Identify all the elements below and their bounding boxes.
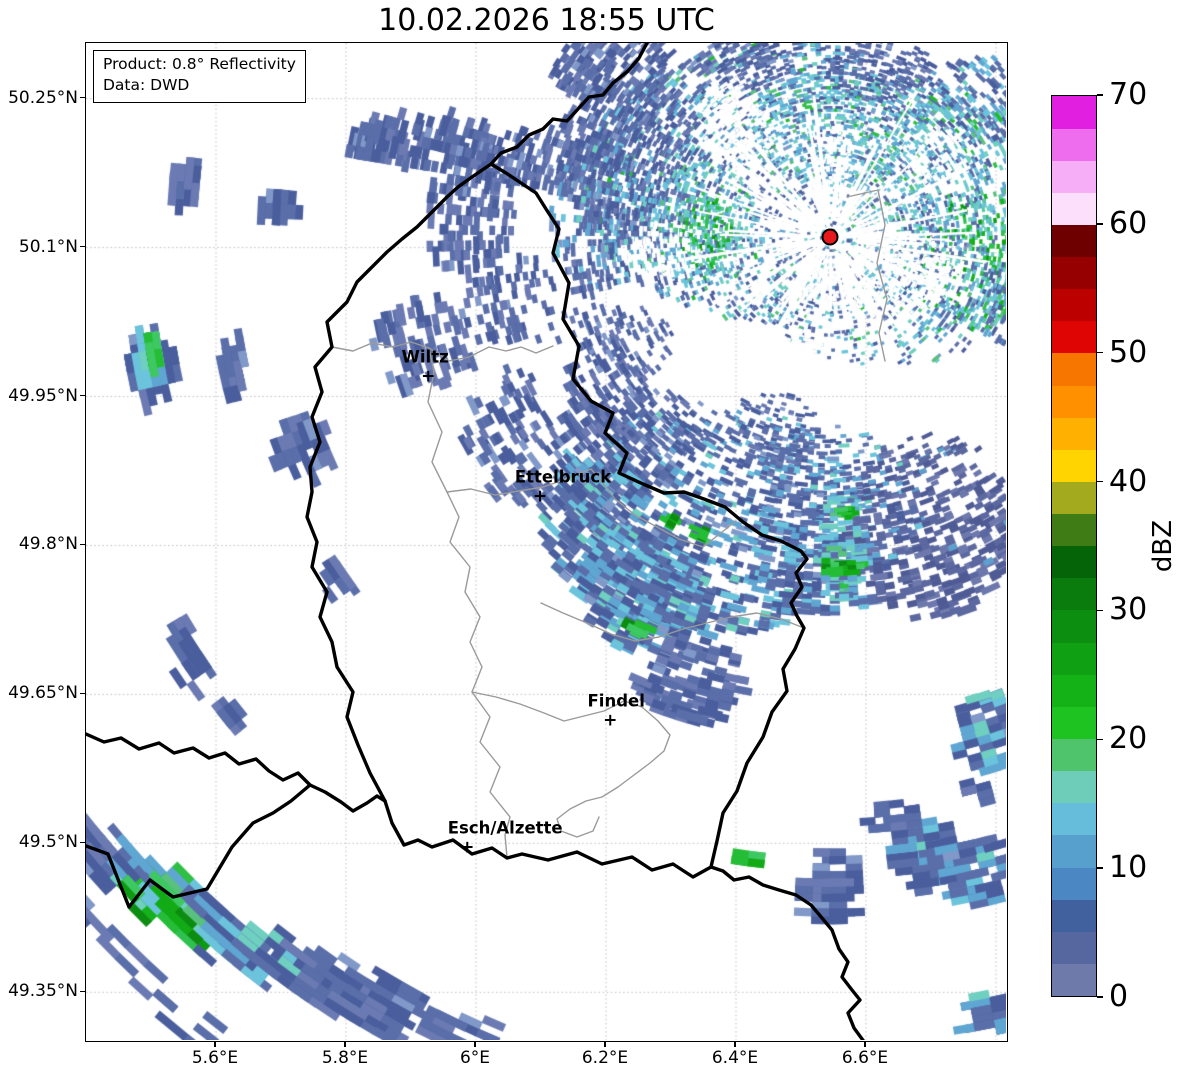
x-tick-mark	[604, 1042, 606, 1047]
info-data-line: Data: DWD	[103, 76, 190, 95]
colorbar-tick-label: 20	[1109, 721, 1148, 757]
colorbar-tick-mark	[1097, 94, 1103, 96]
map-plot: Product: 0.8° Reflectivity Data: DWD	[85, 42, 1008, 1042]
colorbar-segment	[1052, 931, 1096, 964]
colorbar-segment	[1052, 288, 1096, 322]
y-tick-mark	[80, 96, 85, 99]
colorbar-segment	[1052, 738, 1096, 772]
colorbar-segment	[1052, 899, 1096, 932]
colorbar-tick-mark	[1097, 480, 1103, 483]
colorbar-tick-mark	[1097, 996, 1103, 998]
x-tick-mark	[864, 1042, 866, 1047]
y-tick-label: 50.1°N	[18, 236, 78, 257]
y-tick-mark	[80, 543, 85, 546]
colorbar-tick-mark	[1097, 223, 1103, 225]
colorbar	[1051, 95, 1097, 997]
colorbar-tick-label: 10	[1109, 850, 1148, 886]
city-label: Ettelbruck	[514, 467, 612, 487]
figure-title: 10.02.2026 18:55 UTC	[378, 3, 715, 38]
colorbar-tick-label: 50	[1109, 334, 1148, 370]
colorbar-tick-mark	[1097, 609, 1103, 612]
radar-echo-canvas	[86, 43, 1006, 1040]
y-tick-mark	[80, 990, 85, 993]
colorbar-tick-mark	[1097, 867, 1103, 869]
colorbar-segment	[1052, 513, 1096, 547]
radar-site-dot	[821, 228, 839, 246]
colorbar-segment	[1052, 609, 1096, 643]
colorbar-segment	[1052, 770, 1096, 804]
y-tick-label: 49.65°N	[8, 683, 78, 704]
city-marker: +	[421, 366, 436, 387]
colorbar-tick-label: 60	[1109, 205, 1148, 241]
x-tick-mark	[734, 1042, 736, 1047]
x-tick-mark	[474, 1042, 476, 1047]
colorbar-segment	[1052, 642, 1096, 675]
x-tick-label: 6.6°E	[841, 1048, 889, 1068]
y-tick-label: 49.95°N	[8, 385, 78, 406]
city-marker: +	[460, 837, 475, 858]
colorbar-segment	[1052, 417, 1096, 450]
colorbar-segment	[1052, 802, 1096, 836]
product-info-box: Product: 0.8° Reflectivity Data: DWD	[93, 50, 306, 103]
x-tick-mark	[214, 1042, 216, 1047]
colorbar-tick-label: 70	[1109, 77, 1148, 112]
colorbar-segment	[1052, 449, 1096, 482]
colorbar-segment	[1052, 674, 1096, 707]
colorbar-segment	[1052, 256, 1096, 290]
colorbar-tick-mark	[1097, 738, 1103, 741]
colorbar-segment	[1052, 127, 1096, 161]
x-tick-mark	[344, 1042, 346, 1047]
info-product-line: Product: 0.8° Reflectivity	[103, 55, 296, 73]
x-tick-label: 6.4°E	[711, 1048, 759, 1068]
x-tick-label: 5.6°E	[191, 1048, 239, 1068]
y-tick-label: 50.25°N	[8, 87, 78, 108]
colorbar-segment	[1052, 577, 1096, 611]
colorbar-tick-label: 40	[1109, 463, 1148, 499]
colorbar-unit-label: dBZ	[1148, 519, 1178, 573]
colorbar-segment	[1052, 866, 1096, 900]
colorbar-segment	[1052, 706, 1096, 739]
x-tick-label: 6°E	[459, 1048, 491, 1068]
y-tick-mark	[80, 841, 85, 844]
colorbar-segment	[1052, 224, 1096, 258]
colorbar-tick-label: 30	[1109, 592, 1148, 628]
city-label: Esch/Alzette	[447, 818, 563, 838]
y-tick-mark	[80, 692, 85, 695]
city-marker: +	[603, 710, 618, 731]
colorbar-segment	[1052, 834, 1096, 868]
x-tick-label: 5.8°E	[321, 1048, 369, 1068]
colorbar-segment	[1052, 320, 1096, 354]
colorbar-tick-label: 0	[1109, 979, 1129, 1014]
city-label: Wiltz	[401, 347, 449, 367]
colorbar-segment	[1052, 192, 1096, 225]
colorbar-segment	[1052, 963, 1096, 996]
colorbar-segment	[1052, 160, 1096, 193]
city-marker: +	[532, 486, 548, 507]
y-tick-label: 49.8°N	[18, 534, 78, 555]
colorbar-tick-mark	[1097, 351, 1103, 354]
colorbar-segment	[1052, 352, 1096, 386]
y-tick-label: 49.35°N	[8, 981, 78, 1002]
y-tick-label: 49.5°N	[18, 832, 78, 853]
x-tick-label: 6.2°E	[581, 1048, 629, 1068]
y-tick-mark	[80, 245, 85, 248]
colorbar-segment	[1052, 95, 1096, 129]
colorbar-segment	[1052, 545, 1096, 579]
y-tick-mark	[80, 394, 85, 397]
colorbar-segment	[1052, 481, 1096, 515]
colorbar-segment	[1052, 384, 1096, 418]
city-label: Findel	[587, 691, 645, 711]
